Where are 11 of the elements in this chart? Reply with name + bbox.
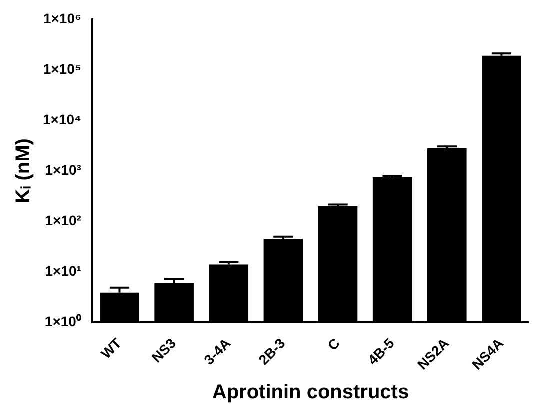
- y-tick-label: 1×10⁴: [42, 111, 82, 128]
- y-tick-label: 1×10⁰: [44, 314, 82, 330]
- y-tick-label: 1×10¹: [45, 263, 82, 280]
- y-tick-label: 1×10⁶: [43, 10, 82, 26]
- x-axis-title: Aprotinin constructs: [212, 382, 410, 404]
- y-axis-title: Kᵢ (nM): [12, 138, 35, 204]
- x-tick-label: WT: [98, 334, 125, 362]
- x-tick-label: C: [324, 335, 343, 354]
- y-tick-label: 1×10³: [45, 162, 82, 178]
- y-tick-label: 1×10⁵: [43, 60, 82, 77]
- y-tick-label: 1×10²: [45, 212, 82, 228]
